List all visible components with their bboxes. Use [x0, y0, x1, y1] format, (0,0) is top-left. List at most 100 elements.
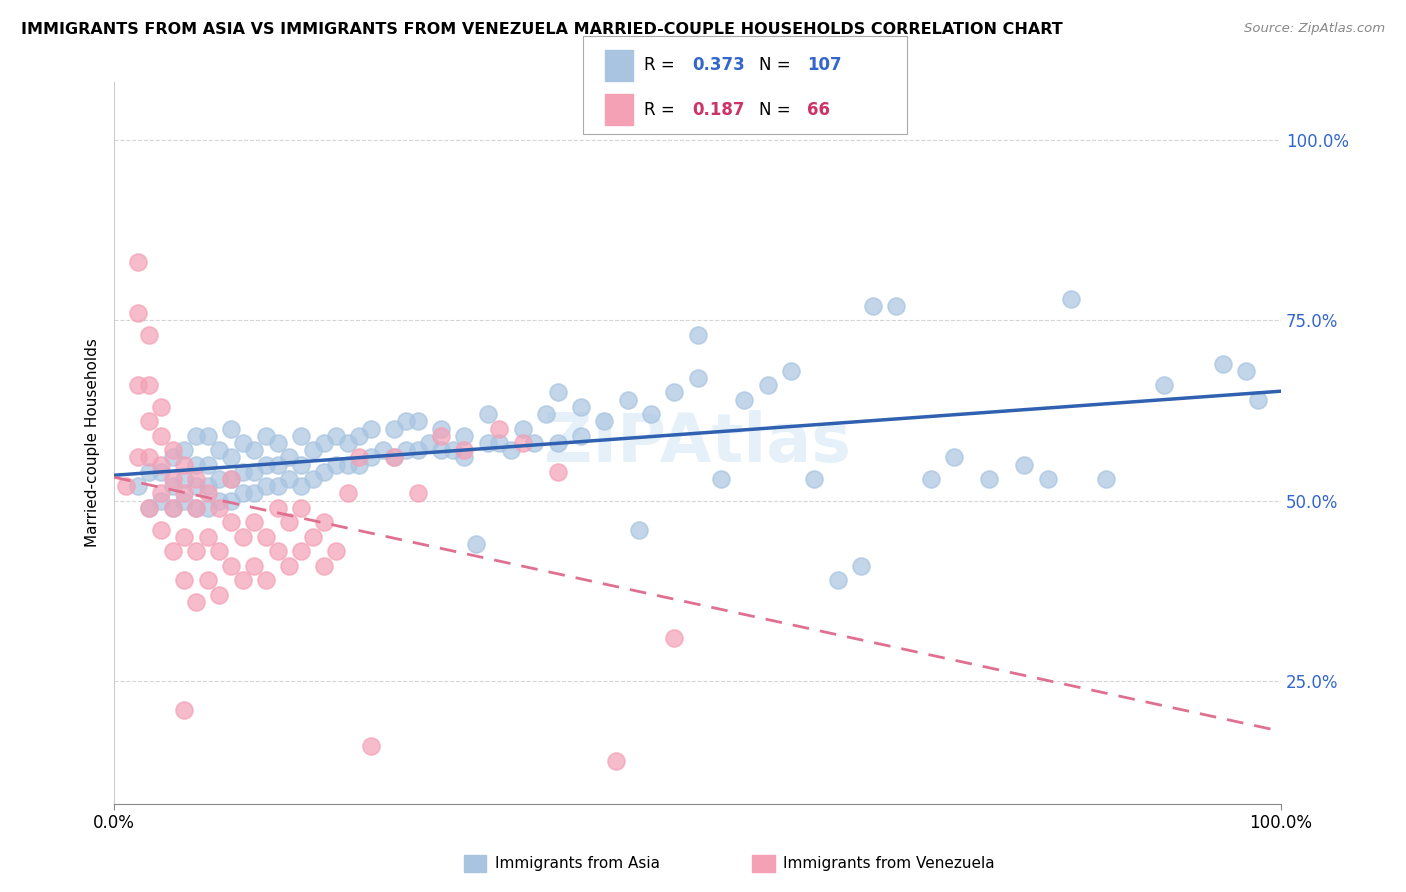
Point [231, 465, 253, 479]
Point [127, 306, 149, 320]
Point [1246, 392, 1268, 407]
Point [406, 486, 429, 500]
Point [266, 436, 288, 450]
Point [231, 573, 253, 587]
Point [593, 414, 616, 428]
Point [628, 523, 651, 537]
Point [208, 493, 231, 508]
Point [382, 421, 405, 435]
Point [477, 407, 499, 421]
Point [278, 558, 301, 573]
Point [208, 443, 231, 458]
Point [464, 537, 486, 551]
Point [266, 544, 288, 558]
Point [523, 436, 546, 450]
Text: 0.373: 0.373 [692, 56, 745, 74]
Text: Immigrants from Asia: Immigrants from Asia [495, 856, 659, 871]
Point [512, 436, 534, 450]
Point [664, 631, 686, 645]
Point [347, 458, 370, 472]
Point [254, 479, 277, 493]
Point [162, 450, 184, 465]
Point [943, 450, 966, 465]
Point [862, 299, 884, 313]
Point [219, 493, 242, 508]
Point [1012, 458, 1035, 472]
Point [184, 472, 207, 486]
Point [640, 407, 662, 421]
Point [278, 450, 301, 465]
Text: R =: R = [644, 56, 681, 74]
Point [547, 436, 569, 450]
Point [430, 443, 453, 458]
Point [920, 472, 942, 486]
Point [197, 479, 219, 493]
Text: 0.187: 0.187 [692, 101, 744, 119]
Point [441, 443, 464, 458]
Point [138, 378, 160, 392]
Point [219, 450, 242, 465]
Point [162, 500, 184, 515]
Point [1234, 364, 1257, 378]
Point [686, 327, 709, 342]
Point [243, 443, 266, 458]
Point [254, 458, 277, 472]
Point [512, 421, 534, 435]
Point [254, 530, 277, 544]
Point [453, 443, 475, 458]
Point [219, 516, 242, 530]
Point [219, 421, 242, 435]
Point [710, 472, 733, 486]
Point [382, 450, 405, 465]
Point [184, 500, 207, 515]
Point [197, 530, 219, 544]
Point [184, 458, 207, 472]
Point [173, 573, 195, 587]
Point [664, 385, 686, 400]
Point [254, 428, 277, 442]
Point [149, 486, 172, 500]
Point [406, 414, 429, 428]
Point [149, 465, 172, 479]
Point [127, 479, 149, 493]
Point [534, 407, 557, 421]
Point [173, 703, 195, 717]
Point [780, 364, 803, 378]
Point [266, 500, 288, 515]
Point [325, 458, 347, 472]
Point [173, 493, 195, 508]
Point [173, 486, 195, 500]
Point [336, 486, 359, 500]
Point [138, 450, 160, 465]
Point [162, 544, 184, 558]
Point [477, 436, 499, 450]
Point [325, 544, 347, 558]
Point [290, 500, 312, 515]
Text: N =: N = [759, 101, 796, 119]
Point [1153, 378, 1175, 392]
Y-axis label: Married-couple Households: Married-couple Households [86, 338, 100, 548]
Point [430, 428, 453, 442]
Point [162, 443, 184, 458]
Point [266, 458, 288, 472]
Point [243, 465, 266, 479]
Point [884, 299, 907, 313]
Point [1060, 292, 1083, 306]
Point [149, 493, 172, 508]
Point [138, 500, 160, 515]
Point [173, 443, 195, 458]
Point [430, 421, 453, 435]
Point [314, 465, 336, 479]
Point [406, 443, 429, 458]
Point [347, 428, 370, 442]
Point [184, 595, 207, 609]
Point [290, 428, 312, 442]
Point [184, 544, 207, 558]
Point [208, 588, 231, 602]
Point [208, 472, 231, 486]
Point [301, 443, 323, 458]
Point [360, 450, 382, 465]
Text: 107: 107 [807, 56, 842, 74]
Point [231, 486, 253, 500]
Point [243, 558, 266, 573]
